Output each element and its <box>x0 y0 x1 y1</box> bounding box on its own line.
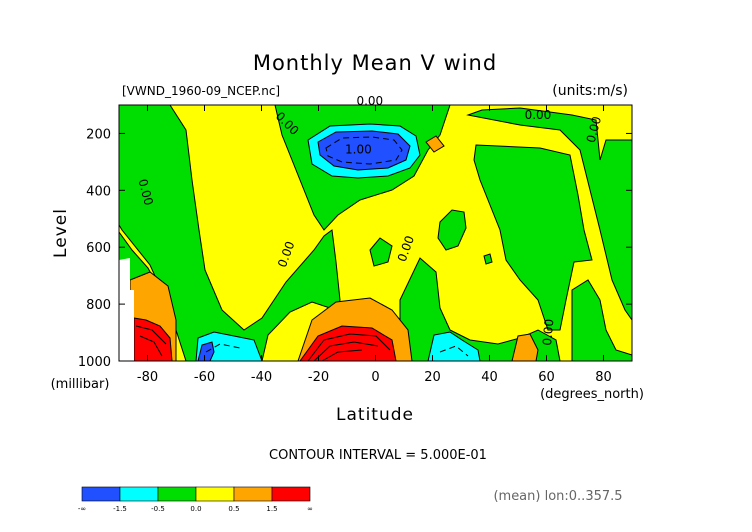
colorbar: -∞ -1.5 -0.5 0.0 0.5 1.5 ∞ <box>78 486 313 513</box>
positive-contours <box>135 325 391 362</box>
green-region-small-blob <box>369 237 393 267</box>
colorbar-tick-label: 0.5 <box>228 505 239 513</box>
units-label: (units:m/s) <box>552 83 628 99</box>
contour-label: 0.00 <box>540 318 556 346</box>
green-region-right-middle <box>473 144 593 331</box>
plot-area: 0.000.000.001.000.000.000.000.000.00 <box>118 94 633 362</box>
x-tick-label: 60 <box>538 370 555 385</box>
contour-left-1 <box>135 325 167 345</box>
dashed-contour-jet <box>325 136 403 165</box>
green-region-mid-blob <box>437 209 467 251</box>
colorbar-swatch <box>271 486 311 502</box>
x-tick-label: 20 <box>424 370 441 385</box>
colorbar-swatch <box>119 486 159 502</box>
contour-label: 0.00 <box>525 108 552 122</box>
x-axis-unit: (degrees_north) <box>540 387 644 402</box>
dashed-contour-bottom-left <box>205 343 241 353</box>
file-label: [VWND_1960-09_NCEP.nc] <box>122 84 280 98</box>
contour-label: 0.00 <box>135 177 155 206</box>
colorbar-tick-label: 1.5 <box>266 505 277 513</box>
colorbar-tick-label: 0.0 <box>190 505 201 513</box>
x-tick-label: -60 <box>194 370 215 385</box>
y-axis-unit: (millibar) <box>51 377 110 392</box>
x-tick-label: 80 <box>595 370 612 385</box>
x-axis-label: Latitude <box>336 405 414 425</box>
y-tick-label: 1000 <box>78 355 111 370</box>
orange-region-small-top <box>425 135 445 153</box>
y-tick-label: 600 <box>86 241 111 256</box>
y-tick-label: 400 <box>86 184 111 199</box>
contour-label: 0.00 <box>584 115 604 144</box>
colorbar-tick-label: ∞ <box>307 505 313 513</box>
contour-center-1 <box>307 333 391 362</box>
x-tick-label: -40 <box>251 370 272 385</box>
x-tick-label: -20 <box>308 370 329 385</box>
missing-data-corner <box>119 258 134 361</box>
colorbar-swatch <box>195 486 235 502</box>
y-axis-label: Level <box>51 208 71 258</box>
x-tick-label: 0 <box>371 370 379 385</box>
colorbar-swatch <box>81 486 121 502</box>
contour-label: 0.00 <box>356 94 383 108</box>
contour-interval-text: CONTOUR INTERVAL = 5.000E-01 <box>269 448 487 463</box>
green-region-small-dot <box>483 253 493 265</box>
negative-jet-regions <box>307 123 421 179</box>
colorbar-swatch <box>233 486 273 502</box>
contour-label: 1.00 <box>345 142 372 156</box>
colorbar-tick-label: -∞ <box>78 505 86 513</box>
y-tick-label: 200 <box>86 127 111 142</box>
near-surface-regions <box>129 135 539 362</box>
negative-contours <box>205 136 469 357</box>
colorbar-tick-label: -1.5 <box>113 505 127 513</box>
footer-text: (mean) lon:0..357.5 <box>493 489 622 504</box>
chart-title: Monthly Mean V wind <box>253 51 497 75</box>
colorbar-tick-label: -0.5 <box>151 505 165 513</box>
dashed-contour-bottom-right <box>439 345 469 357</box>
contour-center-3 <box>321 349 363 362</box>
colorbar-swatch <box>157 486 197 502</box>
y-axis-ticks: 200 400 600 800 1000 <box>78 127 632 370</box>
contour-center-2 <box>313 341 379 362</box>
y-tick-label: 800 <box>86 298 111 313</box>
contour-left-2 <box>139 335 163 357</box>
blue-region-jet-core <box>317 130 411 171</box>
x-tick-label: 40 <box>481 370 498 385</box>
x-axis-ticks: -80 -60 -40 -20 0 20 40 60 80 <box>137 105 612 385</box>
x-tick-label: -80 <box>137 370 158 385</box>
